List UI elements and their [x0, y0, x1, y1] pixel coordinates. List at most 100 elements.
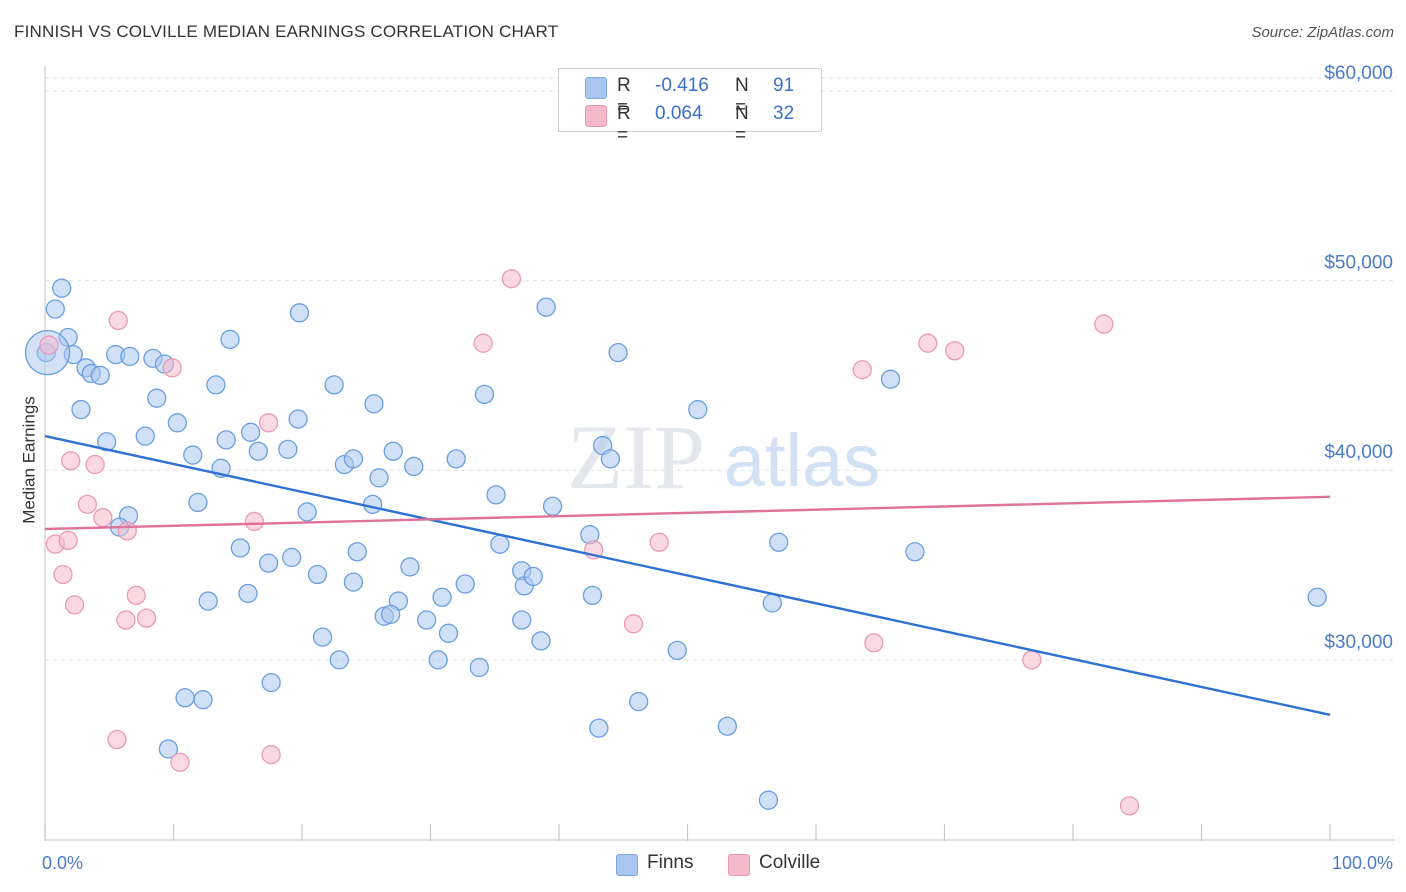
data-point: [1119, 796, 1140, 816]
data-point: [307, 564, 328, 585]
x-tick-label-max: 100.0%: [1332, 853, 1393, 873]
series-finns: [24, 278, 1327, 810]
legend-r-value: 0.064: [655, 103, 703, 124]
data-point: [600, 449, 621, 469]
data-point: [474, 384, 495, 405]
data-point: [282, 547, 302, 568]
data-point: [446, 449, 466, 469]
data-point: [381, 604, 401, 624]
data-point: [432, 587, 452, 607]
data-point: [667, 640, 687, 661]
gridlines: [45, 77, 1395, 661]
chart-title: FINNISH VS COLVILLE MEDIAN EARNINGS CORR…: [14, 22, 559, 41]
data-point: [438, 623, 459, 643]
data-point: [369, 468, 389, 488]
data-point: [762, 593, 782, 613]
data-point: [416, 610, 437, 630]
data-point: [188, 492, 208, 513]
data-point: [542, 496, 563, 516]
data-point: [97, 432, 117, 452]
data-point: [501, 269, 522, 289]
data-point: [52, 278, 72, 298]
data-point: [85, 454, 105, 475]
data-point: [364, 394, 384, 414]
data-point: [312, 627, 333, 647]
data-point: [183, 445, 203, 465]
legend-swatch-colville: [585, 105, 607, 127]
series-layer: [24, 269, 1327, 816]
data-point: [288, 409, 308, 429]
data-point: [383, 441, 403, 461]
data-point: [175, 688, 195, 708]
data-point: [343, 449, 364, 469]
data-point: [455, 574, 475, 594]
data-point: [58, 530, 78, 551]
data-point: [486, 485, 506, 505]
bottom-legend-swatch-finns: [616, 854, 638, 876]
data-point: [324, 375, 344, 395]
data-point: [473, 333, 493, 353]
data-point: [135, 426, 155, 446]
data-point: [428, 650, 448, 670]
data-point: [261, 745, 281, 765]
legend-swatch-finns: [585, 77, 607, 99]
source-label: Source: ZipAtlas.com: [1251, 24, 1394, 41]
data-point: [93, 507, 113, 528]
legend-r-label: R =: [617, 103, 631, 146]
trend-layer: [44, 434, 1331, 717]
data-point: [400, 557, 420, 577]
data-point: [363, 494, 383, 515]
data-point: [623, 614, 644, 634]
data-point: [230, 538, 250, 558]
data-point: [198, 591, 218, 611]
data-point: [918, 333, 938, 353]
watermark-atlas: atlas: [724, 419, 880, 502]
data-point: [64, 595, 85, 615]
watermark-zip: ZIP: [567, 406, 705, 508]
data-point: [688, 399, 708, 420]
data-point: [490, 534, 510, 554]
data-point: [120, 346, 140, 367]
legend-n-label: N =: [735, 75, 749, 118]
stats-legend: R = -0.416 N = 91 R = 0.064 N = 32: [558, 68, 822, 146]
data-point: [852, 360, 872, 380]
data-point: [589, 718, 609, 738]
data-point: [289, 303, 310, 323]
data-point: [258, 553, 279, 573]
tick-labels: $30,000 $40,000 $50,000 $60,000 0.0% 100.0%: [42, 63, 1393, 873]
data-point: [220, 329, 240, 350]
data-point: [523, 566, 543, 587]
bottom-legend-label-finns: Finns: [647, 852, 694, 873]
data-point: [170, 752, 190, 772]
y-tick-label: $60,000: [1324, 63, 1393, 84]
data-point: [278, 439, 298, 460]
data-point: [469, 657, 489, 678]
data-point: [206, 375, 226, 395]
data-point: [53, 564, 73, 585]
data-point: [193, 690, 213, 710]
data-point: [629, 691, 649, 712]
data-point: [582, 585, 603, 606]
data-point: [61, 451, 81, 471]
data-point: [258, 413, 279, 433]
data-point: [905, 542, 925, 562]
y-tick-label: $50,000: [1324, 253, 1393, 274]
data-point: [240, 422, 261, 442]
axes: [44, 66, 1395, 841]
data-point: [1307, 587, 1327, 607]
data-point: [167, 413, 188, 433]
watermark: ZIP atlas: [567, 406, 880, 508]
data-point: [945, 341, 965, 361]
bottom-legend-swatch-colville: [728, 854, 750, 876]
data-point: [880, 369, 901, 389]
data-point: [162, 358, 182, 378]
data-point: [758, 790, 779, 810]
trend-line-colville: [44, 495, 1331, 531]
data-point: [1022, 650, 1042, 670]
data-point: [116, 610, 136, 630]
data-point: [717, 716, 737, 736]
data-point: [512, 610, 532, 630]
data-point: [244, 511, 265, 532]
data-point: [536, 297, 556, 317]
